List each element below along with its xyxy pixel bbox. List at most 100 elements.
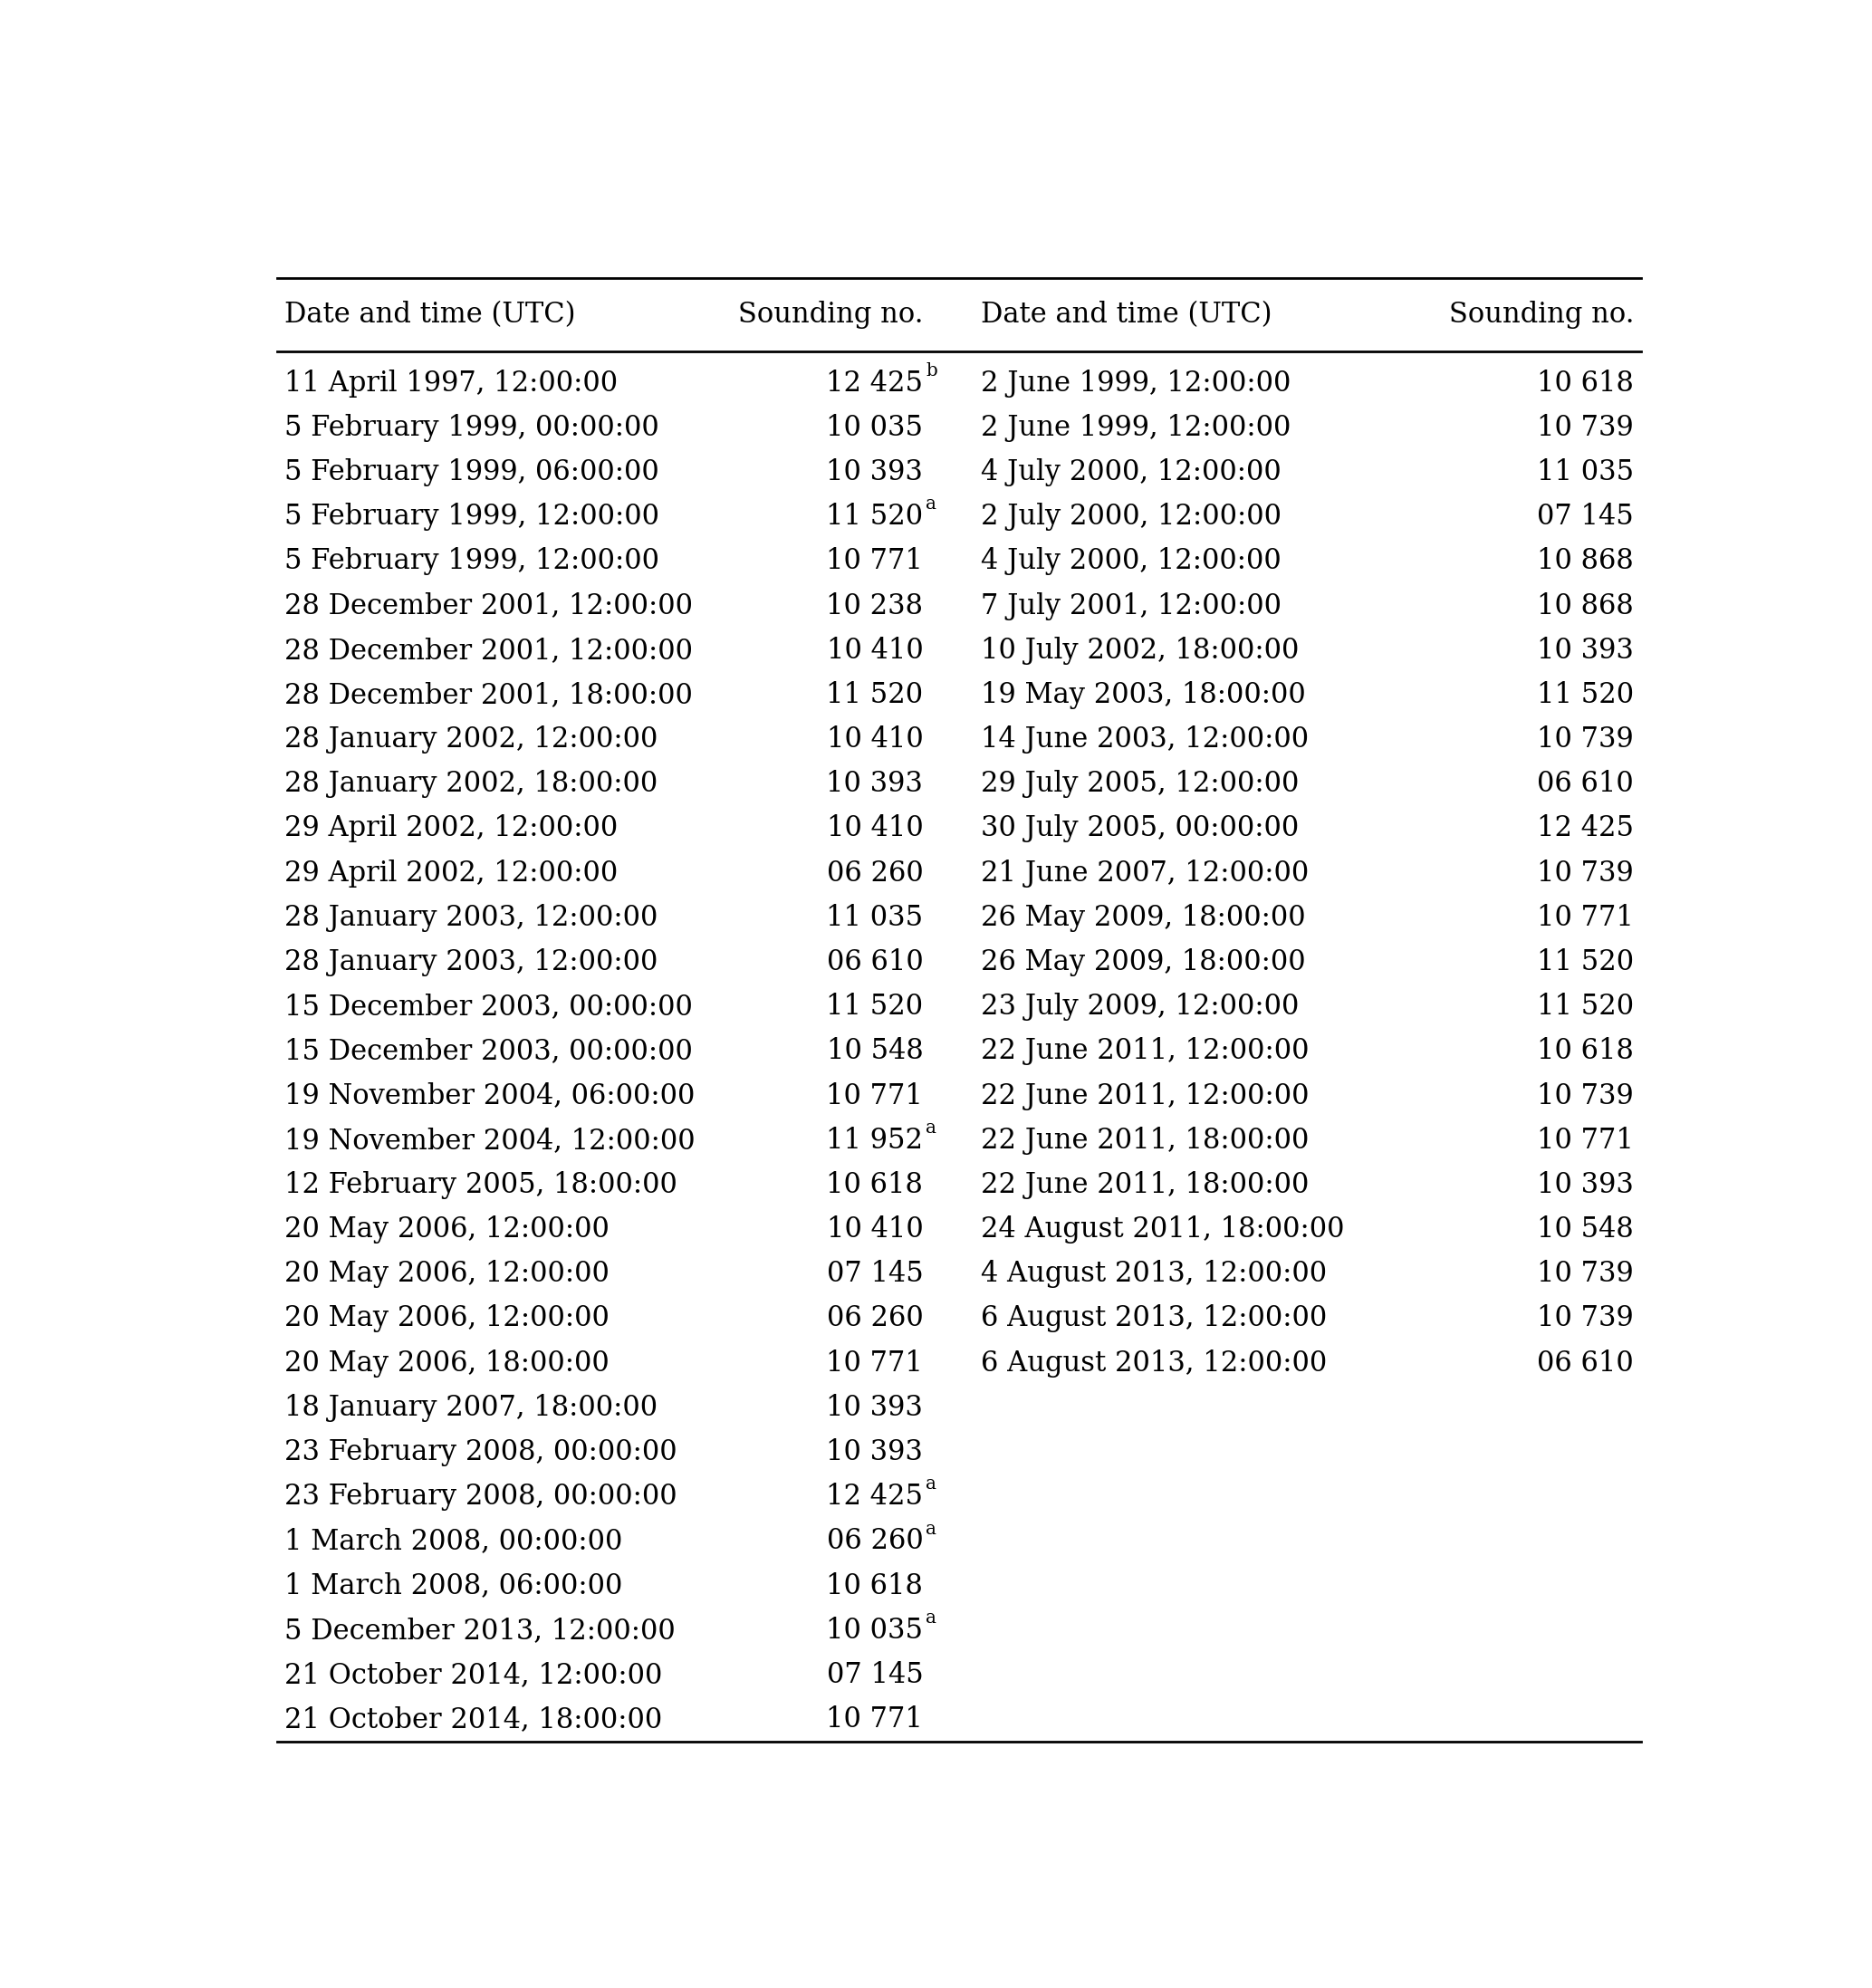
Text: 10 868: 10 868 bbox=[1537, 547, 1634, 575]
Text: 28 December 2001, 12:00:00: 28 December 2001, 12:00:00 bbox=[285, 636, 693, 664]
Text: 28 January 2002, 18:00:00: 28 January 2002, 18:00:00 bbox=[285, 769, 659, 799]
Text: 10 618: 10 618 bbox=[826, 1171, 923, 1199]
Text: 10 618: 10 618 bbox=[826, 1573, 923, 1600]
Text: 4 July 2000, 12:00:00: 4 July 2000, 12:00:00 bbox=[981, 459, 1282, 487]
Text: 4 August 2013, 12:00:00: 4 August 2013, 12:00:00 bbox=[981, 1260, 1327, 1288]
Text: 10 July 2002, 18:00:00: 10 July 2002, 18:00:00 bbox=[981, 636, 1299, 664]
Text: 21 October 2014, 12:00:00: 21 October 2014, 12:00:00 bbox=[285, 1660, 663, 1690]
Text: 10 739: 10 739 bbox=[1537, 726, 1634, 753]
Text: 06 610: 06 610 bbox=[1537, 769, 1634, 799]
Text: 06 260: 06 260 bbox=[826, 1527, 923, 1555]
Text: 11 520: 11 520 bbox=[826, 992, 923, 1022]
Text: 23 July 2009, 12:00:00: 23 July 2009, 12:00:00 bbox=[981, 992, 1299, 1022]
Text: 6 August 2013, 12:00:00: 6 August 2013, 12:00:00 bbox=[981, 1350, 1327, 1378]
Text: 30 July 2005, 00:00:00: 30 July 2005, 00:00:00 bbox=[981, 815, 1299, 843]
Text: 10 393: 10 393 bbox=[826, 1394, 923, 1421]
Text: 2 June 1999, 12:00:00: 2 June 1999, 12:00:00 bbox=[981, 414, 1292, 441]
Text: 2 June 1999, 12:00:00: 2 June 1999, 12:00:00 bbox=[981, 370, 1292, 398]
Text: 15 December 2003, 00:00:00: 15 December 2003, 00:00:00 bbox=[285, 992, 693, 1022]
Text: 29 April 2002, 12:00:00: 29 April 2002, 12:00:00 bbox=[285, 815, 618, 843]
Text: 11 April 1997, 12:00:00: 11 April 1997, 12:00:00 bbox=[285, 370, 618, 398]
Text: 11 520: 11 520 bbox=[1537, 948, 1634, 976]
Text: 11 520: 11 520 bbox=[826, 503, 923, 531]
Text: 18 January 2007, 18:00:00: 18 January 2007, 18:00:00 bbox=[285, 1394, 659, 1421]
Text: 10 771: 10 771 bbox=[826, 1706, 923, 1734]
Text: a: a bbox=[927, 1475, 936, 1493]
Text: 10 035: 10 035 bbox=[826, 1616, 923, 1644]
Text: 5 February 1999, 12:00:00: 5 February 1999, 12:00:00 bbox=[285, 547, 659, 575]
Text: 29 July 2005, 12:00:00: 29 July 2005, 12:00:00 bbox=[981, 769, 1299, 799]
Text: 10 618: 10 618 bbox=[1537, 370, 1634, 398]
Text: 10 739: 10 739 bbox=[1537, 1304, 1634, 1332]
Text: 11 520: 11 520 bbox=[826, 682, 923, 710]
Text: 10 410: 10 410 bbox=[826, 726, 923, 753]
Text: Sounding no.: Sounding no. bbox=[738, 300, 923, 330]
Text: 26 May 2009, 18:00:00: 26 May 2009, 18:00:00 bbox=[981, 905, 1307, 932]
Text: 10 393: 10 393 bbox=[826, 459, 923, 487]
Text: 10 771: 10 771 bbox=[826, 547, 923, 575]
Text: 06 610: 06 610 bbox=[826, 948, 923, 976]
Text: 28 January 2002, 12:00:00: 28 January 2002, 12:00:00 bbox=[285, 726, 659, 753]
Text: 4 July 2000, 12:00:00: 4 July 2000, 12:00:00 bbox=[981, 547, 1282, 575]
Text: a: a bbox=[927, 495, 936, 513]
Text: Date and time (UTC): Date and time (UTC) bbox=[285, 300, 577, 330]
Text: 5 February 1999, 12:00:00: 5 February 1999, 12:00:00 bbox=[285, 503, 659, 531]
Text: 10 771: 10 771 bbox=[1537, 1127, 1634, 1155]
Text: 22 June 2011, 12:00:00: 22 June 2011, 12:00:00 bbox=[981, 1038, 1309, 1066]
Text: 11 035: 11 035 bbox=[1537, 459, 1634, 487]
Text: 10 410: 10 410 bbox=[826, 636, 923, 664]
Text: 11 035: 11 035 bbox=[826, 905, 923, 932]
Text: 1 March 2008, 06:00:00: 1 March 2008, 06:00:00 bbox=[285, 1573, 623, 1600]
Text: 10 238: 10 238 bbox=[826, 592, 923, 620]
Text: 22 June 2011, 18:00:00: 22 June 2011, 18:00:00 bbox=[981, 1127, 1309, 1155]
Text: 20 May 2006, 12:00:00: 20 May 2006, 12:00:00 bbox=[285, 1304, 610, 1332]
Text: 29 April 2002, 12:00:00: 29 April 2002, 12:00:00 bbox=[285, 859, 618, 887]
Text: 22 June 2011, 18:00:00: 22 June 2011, 18:00:00 bbox=[981, 1171, 1309, 1199]
Text: 24 August 2011, 18:00:00: 24 August 2011, 18:00:00 bbox=[981, 1215, 1344, 1244]
Text: 11 520: 11 520 bbox=[1537, 992, 1634, 1022]
Text: 10 393: 10 393 bbox=[1537, 636, 1634, 664]
Text: a: a bbox=[927, 1610, 936, 1626]
Text: 10 739: 10 739 bbox=[1537, 1081, 1634, 1109]
Text: 21 October 2014, 18:00:00: 21 October 2014, 18:00:00 bbox=[285, 1706, 663, 1734]
Text: 28 January 2003, 12:00:00: 28 January 2003, 12:00:00 bbox=[285, 905, 659, 932]
Text: 26 May 2009, 18:00:00: 26 May 2009, 18:00:00 bbox=[981, 948, 1307, 976]
Text: Date and time (UTC): Date and time (UTC) bbox=[981, 300, 1273, 330]
Text: 2 July 2000, 12:00:00: 2 July 2000, 12:00:00 bbox=[981, 503, 1282, 531]
Text: b: b bbox=[927, 362, 938, 380]
Text: 12 February 2005, 18:00:00: 12 February 2005, 18:00:00 bbox=[285, 1171, 678, 1199]
Text: 15 December 2003, 00:00:00: 15 December 2003, 00:00:00 bbox=[285, 1038, 693, 1066]
Text: Sounding no.: Sounding no. bbox=[1449, 300, 1634, 330]
Text: 19 November 2004, 06:00:00: 19 November 2004, 06:00:00 bbox=[285, 1081, 695, 1109]
Text: 19 November 2004, 12:00:00: 19 November 2004, 12:00:00 bbox=[285, 1127, 696, 1155]
Text: 06 610: 06 610 bbox=[1537, 1350, 1634, 1378]
Text: 10 771: 10 771 bbox=[826, 1350, 923, 1378]
Text: 07 145: 07 145 bbox=[826, 1260, 923, 1288]
Text: 10 393: 10 393 bbox=[826, 1437, 923, 1467]
Text: 10 548: 10 548 bbox=[1537, 1215, 1634, 1244]
Text: 19 May 2003, 18:00:00: 19 May 2003, 18:00:00 bbox=[981, 682, 1307, 710]
Text: 06 260: 06 260 bbox=[826, 1304, 923, 1332]
Text: 11 952: 11 952 bbox=[826, 1127, 923, 1155]
Text: 21 June 2007, 12:00:00: 21 June 2007, 12:00:00 bbox=[981, 859, 1309, 887]
Text: 12 425: 12 425 bbox=[1537, 815, 1634, 843]
Text: 10 548: 10 548 bbox=[826, 1038, 923, 1066]
Text: 10 393: 10 393 bbox=[826, 769, 923, 799]
Text: 5 February 1999, 00:00:00: 5 February 1999, 00:00:00 bbox=[285, 414, 659, 441]
Text: 10 771: 10 771 bbox=[826, 1081, 923, 1109]
Text: 10 739: 10 739 bbox=[1537, 859, 1634, 887]
Text: 5 February 1999, 06:00:00: 5 February 1999, 06:00:00 bbox=[285, 459, 659, 487]
Text: 1 March 2008, 00:00:00: 1 March 2008, 00:00:00 bbox=[285, 1527, 623, 1555]
Text: 20 May 2006, 12:00:00: 20 May 2006, 12:00:00 bbox=[285, 1215, 610, 1244]
Text: 14 June 2003, 12:00:00: 14 June 2003, 12:00:00 bbox=[981, 726, 1309, 753]
Text: 7 July 2001, 12:00:00: 7 July 2001, 12:00:00 bbox=[981, 592, 1282, 620]
Text: 10 035: 10 035 bbox=[826, 414, 923, 441]
Text: 10 393: 10 393 bbox=[1537, 1171, 1634, 1199]
Text: 07 145: 07 145 bbox=[1537, 503, 1634, 531]
Text: 11 520: 11 520 bbox=[1537, 682, 1634, 710]
Text: 10 618: 10 618 bbox=[1537, 1038, 1634, 1066]
Text: 28 December 2001, 12:00:00: 28 December 2001, 12:00:00 bbox=[285, 592, 693, 620]
Text: 10 868: 10 868 bbox=[1537, 592, 1634, 620]
Text: 12 425: 12 425 bbox=[826, 1483, 923, 1511]
Text: 20 May 2006, 18:00:00: 20 May 2006, 18:00:00 bbox=[285, 1350, 610, 1378]
